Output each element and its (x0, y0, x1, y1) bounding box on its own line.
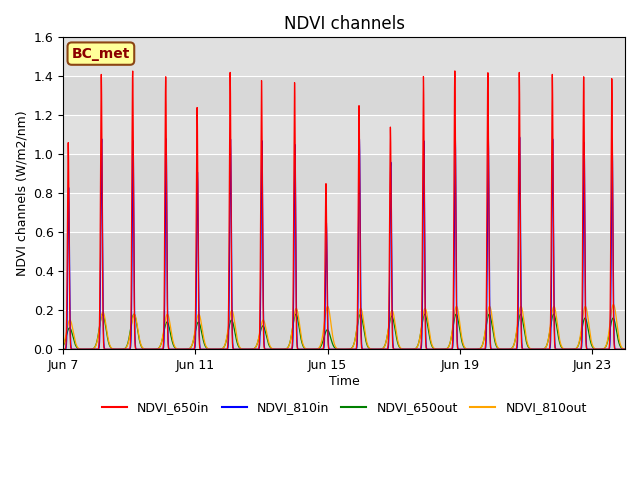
NDVI_810out (161, 317, 169, 323)
NDVI_810out (621, 347, 629, 352)
NDVI_810out (60, 342, 67, 348)
Bar (63, 232, 625, 271)
X-axis label: Time: Time (329, 375, 360, 388)
NDVI_810in (339, 347, 347, 352)
Bar (63, 76, 625, 115)
NDVI_810in (522, 347, 529, 352)
NDVI_810out (479, 342, 486, 348)
NDVI_650out (421, 312, 429, 317)
Line: NDVI_810in: NDVI_810in (63, 135, 625, 349)
NDVI_810in (479, 347, 486, 352)
NDVI_650in (161, 90, 169, 96)
NDVI_810in (451, 132, 459, 138)
NDVI_810in (60, 347, 67, 352)
NDVI_810out (83, 347, 90, 352)
NDVI_810in (425, 347, 433, 352)
NDVI_650in (81, 347, 88, 352)
NDVI_650out (522, 334, 529, 340)
NDVI_650out (340, 347, 348, 352)
NDVI_650out (161, 323, 169, 328)
Text: BC_met: BC_met (72, 47, 130, 60)
NDVI_650out (396, 345, 404, 351)
NDVI_650out (425, 330, 433, 336)
NDVI_650out (274, 347, 282, 352)
NDVI_650out (621, 347, 629, 352)
NDVI_650in (451, 68, 459, 74)
Line: NDVI_810out: NDVI_810out (63, 304, 625, 349)
Legend: NDVI_650in, NDVI_810in, NDVI_650out, NDVI_810out: NDVI_650in, NDVI_810in, NDVI_650out, NDV… (97, 396, 591, 419)
Bar (63, 115, 625, 155)
Bar (63, 310, 625, 349)
NDVI_810out (425, 324, 433, 330)
NDVI_650out (479, 342, 486, 348)
NDVI_810out (396, 345, 404, 350)
NDVI_810in (274, 347, 282, 352)
NDVI_650in (274, 347, 282, 352)
Bar (63, 193, 625, 232)
NDVI_650in (396, 347, 404, 352)
NDVI_810in (621, 347, 629, 352)
Y-axis label: NDVI channels (W/m2/nm): NDVI channels (W/m2/nm) (15, 110, 28, 276)
NDVI_810out (522, 328, 529, 334)
NDVI_650in (522, 347, 529, 352)
Title: NDVI channels: NDVI channels (284, 15, 404, 33)
NDVI_650in (60, 347, 67, 352)
Line: NDVI_650out: NDVI_650out (63, 314, 625, 349)
NDVI_650out (60, 343, 67, 348)
Bar (63, 155, 625, 193)
Bar (63, 37, 625, 76)
NDVI_650in (425, 347, 433, 352)
NDVI_810out (274, 347, 282, 352)
NDVI_650in (621, 347, 629, 352)
NDVI_810in (161, 215, 169, 220)
NDVI_810in (396, 347, 404, 352)
NDVI_810out (609, 301, 617, 307)
NDVI_650in (479, 347, 486, 352)
Line: NDVI_650in: NDVI_650in (63, 71, 625, 349)
Bar (63, 271, 625, 310)
